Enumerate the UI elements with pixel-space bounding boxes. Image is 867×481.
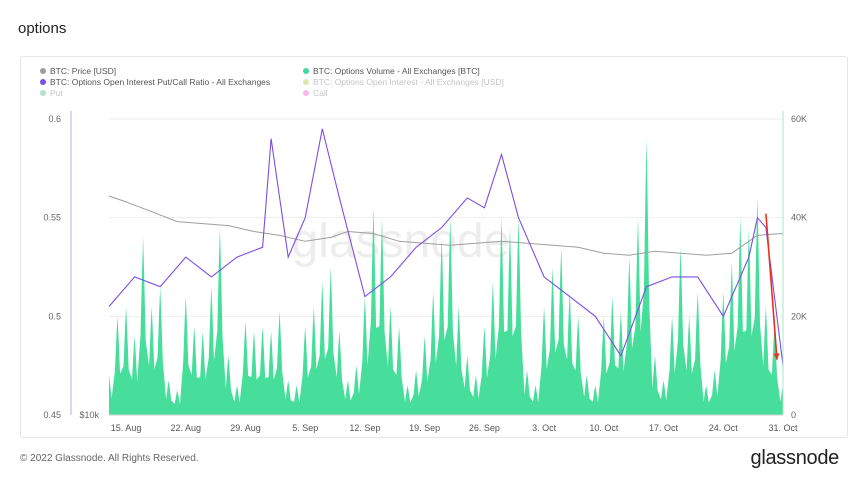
annotation-arrow-head xyxy=(773,353,780,360)
axes: 0.45 0.5 0.55 0.6 0 20K 40K 60K $10k 15. Aug 22. A… xyxy=(43,111,807,433)
price-series xyxy=(108,195,784,256)
y-left-tick-label: 0.6 xyxy=(48,114,61,124)
legend-label: BTC: Price [USD] xyxy=(50,66,117,76)
chart-container: BTC: Price [USD] BTC: Options Volume - A… xyxy=(20,56,848,438)
legend-label: BTC: Options Open Interest - All Exchang… xyxy=(313,77,504,87)
legend-marker xyxy=(303,90,309,96)
volume-series xyxy=(109,138,783,415)
legend-label: BTC: Options Open Interest Put/Call Rati… xyxy=(50,77,271,87)
legend-item-put[interactable]: Put xyxy=(40,88,63,99)
price-line xyxy=(108,195,784,256)
y-left-tick-label: 0.5 xyxy=(48,311,61,321)
legend-marker xyxy=(40,68,46,74)
legend-label: Call xyxy=(313,88,328,98)
x-tick-label: 5. Sep xyxy=(292,423,318,433)
y-right-tick-label: 60K xyxy=(791,114,807,124)
legend-marker xyxy=(303,79,309,85)
legend-item-options-volume[interactable]: BTC: Options Volume - All Exchanges [BTC… xyxy=(303,66,480,77)
x-tick-label: 31. Oct xyxy=(768,423,798,433)
x-tick-label: 17. Oct xyxy=(649,423,679,433)
put-call-ratio-line xyxy=(108,128,784,366)
annotation-arrow-line xyxy=(765,213,778,360)
legend-label: Put xyxy=(50,88,63,98)
legend-marker xyxy=(40,90,46,96)
page-title: options xyxy=(18,20,67,37)
x-tick-label: 15. Aug xyxy=(111,423,142,433)
y-right-tick-label: 40K xyxy=(791,213,807,223)
legend-marker xyxy=(40,79,46,85)
annotation-layer xyxy=(765,213,780,360)
x-tick-label: 10. Oct xyxy=(589,423,619,433)
chart-plot: glassnode 0.450.50.550.6020K40K60K$10k15… xyxy=(43,111,807,433)
price-axis-label: $10k xyxy=(79,410,99,420)
legend-item-open-interest[interactable]: BTC: Options Open Interest - All Exchang… xyxy=(303,77,504,88)
copyright: © 2022 Glassnode. All Rights Reserved. xyxy=(20,453,199,464)
y-right-tick-label: 0 xyxy=(791,410,796,420)
x-tick-label: 24. Oct xyxy=(709,423,739,433)
x-tick-label: 26. Sep xyxy=(469,423,500,433)
legend-marker xyxy=(303,68,309,74)
legend-label: BTC: Options Volume - All Exchanges [BTC… xyxy=(313,66,480,76)
x-tick-label: 22. Aug xyxy=(171,423,202,433)
x-tick-label: 19. Sep xyxy=(409,423,440,433)
y-right-tick-label: 20K xyxy=(791,311,807,321)
legend-item-price[interactable]: BTC: Price [USD] xyxy=(40,66,116,77)
x-tick-label: 12. Sep xyxy=(349,423,380,433)
x-tick-label: 3. Oct xyxy=(532,423,557,433)
put-call-ratio-series xyxy=(108,128,784,366)
legend-item-call[interactable]: Call xyxy=(303,88,328,99)
brand-logo: glassnode xyxy=(750,447,840,469)
y-left-tick-label: 0.45 xyxy=(43,410,61,420)
x-tick-label: 29. Aug xyxy=(230,423,261,433)
y-left-tick-label: 0.55 xyxy=(43,213,61,223)
options-volume-area xyxy=(109,138,783,415)
legend-item-put-call-ratio[interactable]: BTC: Options Open Interest Put/Call Rati… xyxy=(40,77,270,88)
